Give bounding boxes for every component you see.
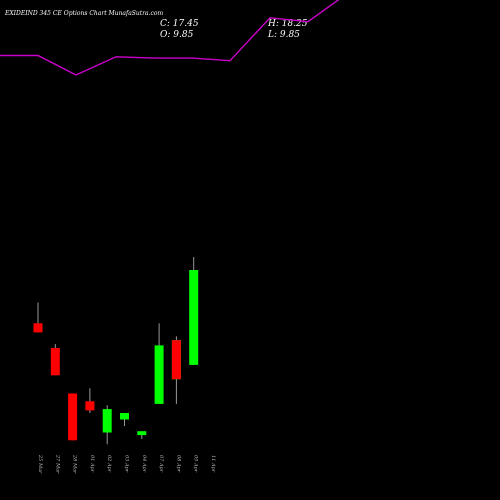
candle-27-mar (50, 344, 60, 376)
x-tick-label: 09 Apr (193, 455, 199, 473)
candle-01-apr (85, 388, 95, 413)
candle-body (102, 409, 112, 433)
x-tick-label: 11 Apr (210, 455, 216, 473)
candle-03-apr (120, 413, 129, 426)
open-readout: O: 9.85 (160, 30, 194, 40)
candle-07-apr (154, 323, 164, 404)
x-tick-label: 02 Apr (106, 455, 112, 473)
candle-body-overlay (171, 340, 181, 380)
chart-title: EXIDEIND 345 CE Options Chart MunafaSutr… (4, 10, 164, 17)
x-tick-label: 08 Apr (175, 455, 181, 473)
x-tick-label: 03 Apr (124, 455, 130, 473)
x-tick-label: 25 Mar (37, 454, 43, 474)
candle-body (50, 348, 60, 376)
high-readout: H: 18.25 (267, 19, 308, 29)
candle-25-mar (33, 302, 43, 333)
candle-09-apr (189, 257, 199, 365)
candle-04-apr (137, 431, 147, 439)
x-tick-label: 27 Mar (54, 454, 60, 474)
indicator-lines (0, 0, 340, 76)
candle-body (137, 431, 147, 436)
close-readout: C: 17.45 (160, 19, 199, 29)
candle-body (154, 345, 164, 404)
x-tick-label: 07 Apr (158, 455, 164, 473)
candle-body (189, 270, 199, 365)
candle-body (120, 413, 129, 420)
x-tick-label: 04 Apr (141, 455, 147, 473)
x-axis-ticks: 25 Mar 27 Mar 28 Mar 01 Apr 02 Apr 03 Apr 04 A… (37, 454, 216, 474)
candle-28-mar (68, 393, 78, 441)
low-readout: L: 9.85 (267, 30, 300, 40)
candle-body (33, 323, 43, 333)
x-tick-label: 28 Mar (72, 454, 78, 474)
indicator-line-2 (0, 0, 340, 76)
candle-body (68, 393, 78, 441)
candle-body (85, 401, 95, 411)
x-tick-label: 01 Apr (89, 455, 95, 473)
candle-08-apr (171, 336, 181, 404)
candle-02-apr (102, 405, 112, 445)
candles (33, 257, 199, 445)
